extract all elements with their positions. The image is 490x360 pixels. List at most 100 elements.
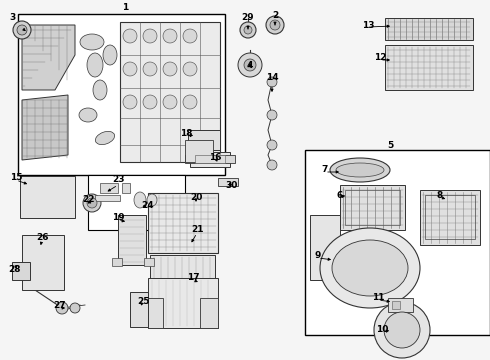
Text: 3: 3 — [9, 13, 15, 22]
Ellipse shape — [147, 194, 157, 206]
Ellipse shape — [79, 108, 97, 122]
Bar — [388, 298, 413, 312]
Text: 20: 20 — [190, 194, 202, 202]
Text: 17: 17 — [187, 273, 199, 282]
Ellipse shape — [123, 29, 137, 43]
Bar — [88, 175, 185, 230]
Ellipse shape — [134, 192, 146, 208]
Ellipse shape — [17, 25, 27, 35]
Bar — [130, 292, 148, 327]
Bar — [100, 183, 118, 193]
Ellipse shape — [96, 131, 115, 145]
Ellipse shape — [103, 45, 117, 65]
Ellipse shape — [330, 158, 390, 182]
Ellipse shape — [244, 59, 256, 71]
Bar — [188, 130, 220, 150]
Ellipse shape — [87, 53, 103, 77]
Bar — [22, 235, 64, 290]
Text: 23: 23 — [112, 175, 124, 184]
Bar — [122, 183, 130, 193]
Ellipse shape — [123, 95, 137, 109]
Text: 12: 12 — [374, 53, 386, 62]
Bar — [148, 298, 163, 328]
Ellipse shape — [267, 110, 277, 120]
Bar — [148, 193, 218, 253]
Ellipse shape — [244, 26, 252, 34]
Ellipse shape — [267, 160, 277, 170]
Bar — [18, 14, 225, 175]
Ellipse shape — [183, 62, 197, 76]
Bar — [118, 215, 146, 265]
Ellipse shape — [336, 163, 384, 177]
Bar — [340, 185, 405, 230]
Ellipse shape — [123, 62, 137, 76]
Text: 29: 29 — [242, 13, 254, 22]
Bar — [420, 190, 480, 245]
Text: 7: 7 — [322, 166, 328, 175]
Text: 11: 11 — [372, 293, 384, 302]
Text: 8: 8 — [437, 190, 443, 199]
Bar — [218, 178, 238, 186]
Ellipse shape — [80, 34, 104, 50]
Ellipse shape — [270, 20, 280, 30]
Ellipse shape — [143, 29, 157, 43]
Bar — [425, 195, 475, 239]
Bar — [305, 150, 490, 335]
Bar — [148, 278, 218, 328]
Bar — [185, 140, 213, 162]
Text: 26: 26 — [36, 234, 48, 243]
Polygon shape — [22, 95, 68, 160]
Text: 9: 9 — [315, 251, 321, 260]
Bar — [12, 262, 30, 280]
Ellipse shape — [183, 29, 197, 43]
Ellipse shape — [183, 95, 197, 109]
Text: 18: 18 — [180, 130, 192, 139]
Ellipse shape — [93, 80, 107, 100]
Ellipse shape — [384, 312, 420, 348]
Ellipse shape — [56, 302, 68, 314]
Polygon shape — [310, 215, 355, 280]
Bar — [392, 301, 400, 309]
Text: 24: 24 — [142, 201, 154, 210]
Text: 22: 22 — [82, 195, 94, 204]
Text: 30: 30 — [226, 180, 238, 189]
Bar — [144, 258, 154, 266]
Ellipse shape — [163, 29, 177, 43]
Ellipse shape — [267, 140, 277, 150]
Text: 10: 10 — [376, 325, 388, 334]
Text: 14: 14 — [266, 73, 278, 82]
Bar — [190, 152, 230, 167]
Ellipse shape — [266, 16, 284, 34]
Bar — [150, 255, 215, 280]
Ellipse shape — [87, 198, 97, 208]
Ellipse shape — [143, 95, 157, 109]
Bar — [345, 190, 400, 225]
Text: 16: 16 — [209, 153, 221, 162]
Text: 27: 27 — [54, 301, 66, 310]
Text: 15: 15 — [10, 174, 22, 183]
Bar — [385, 18, 473, 40]
Bar — [195, 155, 225, 163]
Bar — [200, 298, 218, 328]
Text: 19: 19 — [112, 213, 124, 222]
Ellipse shape — [332, 240, 408, 296]
Text: 21: 21 — [191, 225, 203, 234]
Bar — [385, 45, 473, 90]
Text: 5: 5 — [387, 140, 393, 149]
Ellipse shape — [163, 62, 177, 76]
Ellipse shape — [13, 21, 31, 39]
Text: 6: 6 — [337, 190, 343, 199]
Ellipse shape — [143, 62, 157, 76]
Text: 4: 4 — [247, 60, 253, 69]
Bar — [20, 176, 75, 218]
Bar — [112, 258, 122, 266]
Ellipse shape — [267, 77, 277, 87]
Polygon shape — [22, 25, 75, 90]
Ellipse shape — [320, 228, 420, 308]
Text: 28: 28 — [8, 266, 20, 274]
Text: 13: 13 — [362, 21, 374, 30]
Bar — [95, 195, 120, 201]
Ellipse shape — [163, 95, 177, 109]
Text: 2: 2 — [272, 10, 278, 19]
Bar — [185, 155, 235, 163]
